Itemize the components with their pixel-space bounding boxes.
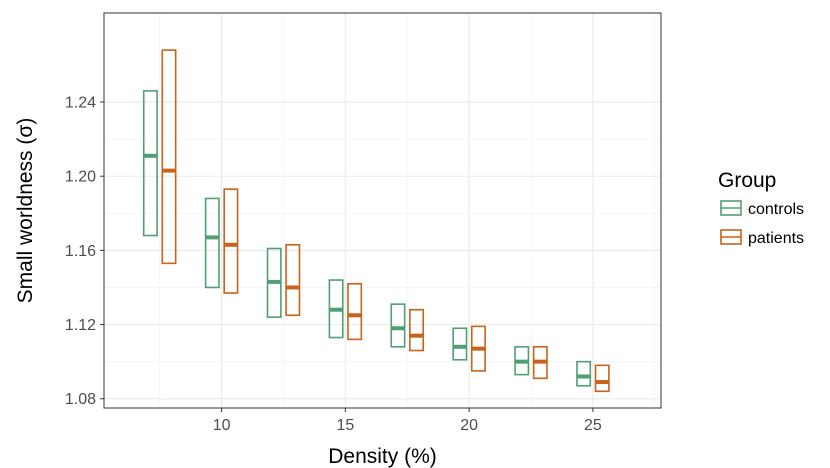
crossbar-box-controls	[390, 303, 406, 348]
gridlines	[104, 13, 661, 408]
x-tick-label: 25	[584, 417, 602, 434]
plot-panel-border	[103, 12, 662, 409]
x-tick-label: 20	[460, 417, 478, 434]
x-axis-title: Density (%)	[328, 445, 437, 468]
y-tick-label: 1.24	[65, 95, 96, 112]
y-tick-label: 1.16	[65, 243, 96, 260]
crossbar-box-controls	[204, 197, 220, 289]
crossbar-box-patients	[347, 282, 363, 341]
crossbars	[142, 49, 610, 393]
legend: Group controls patients	[718, 169, 804, 247]
y-axis-title: Small worldness (σ)	[14, 118, 37, 304]
crossbar-box-controls	[142, 90, 158, 237]
crossbar-box-controls	[576, 360, 592, 387]
y-tick-label: 1.20	[65, 169, 96, 186]
legend-entry-controls: controls	[720, 200, 804, 218]
y-tick-label: 1.08	[65, 391, 96, 408]
crossbar-box-controls	[452, 327, 468, 361]
x-tick-label: 15	[336, 417, 354, 434]
legend-entry-patients: patients	[720, 229, 804, 247]
crossbar-box-patients	[161, 49, 177, 265]
x-tick-label: 10	[213, 417, 231, 434]
crossbar-box-patients	[285, 244, 301, 317]
legend-label-controls: controls	[748, 201, 804, 218]
x-axis: 10 15 20 25	[213, 408, 602, 434]
legend-title: Group	[718, 169, 776, 192]
crossbar-box-patients	[223, 188, 239, 294]
legend-label-patients: patients	[748, 230, 804, 247]
crossbar-box-patients	[409, 308, 425, 352]
y-tick-label: 1.12	[65, 317, 96, 334]
plot-panel-background	[104, 13, 661, 408]
y-axis: 1.08 1.12 1.16 1.20 1.24	[65, 95, 104, 408]
crossbar-box-patients	[594, 364, 610, 393]
